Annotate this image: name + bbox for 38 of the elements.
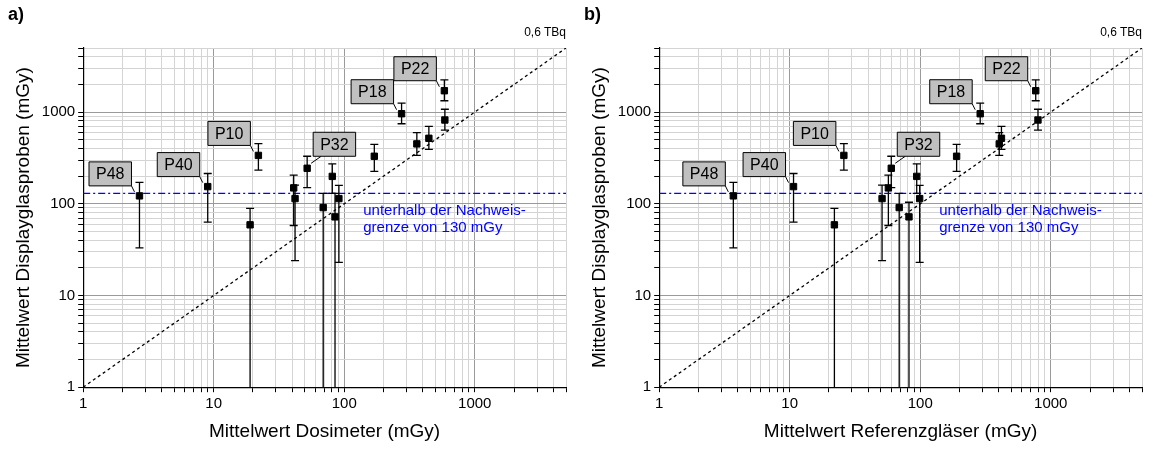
annotation: P40 (164, 156, 193, 174)
y-tick-label: 1 (66, 377, 76, 395)
ref-line-label: unterhalb der Nachweis- grenze von 130 mGy (939, 200, 1102, 235)
chart-subtitle: 0,6 TBq (524, 25, 566, 40)
chart-title: a) (8, 3, 25, 24)
y-axis-title: Mittelwert Displayglasproben (mGy) (587, 67, 609, 369)
chart-subtitle: 0,6 TBq (1100, 25, 1142, 40)
annotation: P32 (904, 135, 933, 153)
x-tick-label: 1 (655, 394, 664, 412)
annotation: P18 (358, 83, 387, 101)
y-tick-label: 1 (642, 377, 652, 395)
annotation: P22 (400, 60, 430, 78)
y-tick-label: 10 (634, 285, 652, 303)
y-tick-label: 10 (58, 285, 76, 303)
x-tick-label: 1000 (1034, 394, 1068, 412)
annotation: P32 (320, 135, 349, 153)
chart-title: b) (584, 3, 601, 24)
y-tick-label: 100 (626, 193, 652, 211)
ref-line-label: unterhalb der Nachweis- grenze von 130 mGy (363, 200, 526, 235)
x-tick-label: 10 (781, 394, 799, 412)
y-tick-label: 1000 (41, 102, 76, 120)
y-axis-title: Mittelwert Displayglasproben (mGy) (11, 67, 33, 369)
annotation: P10 (214, 124, 244, 142)
annotation: P22 (992, 60, 1021, 78)
x-axis-title: Mittelwert Dosimeter (mGy) (208, 419, 441, 441)
annotation: P18 (936, 83, 966, 101)
annotation: P40 (750, 156, 779, 174)
x-tick-label: 1 (79, 394, 88, 412)
x-tick-label: 100 (907, 394, 933, 412)
x-axis-title: Mittelwert Referenzgläser (mGy) (763, 419, 1038, 441)
y-tick-label: 1000 (617, 102, 652, 120)
y-tick-label: 100 (50, 193, 76, 211)
annotation: P10 (800, 124, 829, 142)
x-tick-label: 10 (205, 394, 223, 412)
x-tick-label: 1000 (458, 394, 492, 412)
x-tick-label: 100 (331, 394, 357, 412)
annotation: P48 (689, 165, 719, 183)
annotation: P48 (96, 165, 125, 183)
